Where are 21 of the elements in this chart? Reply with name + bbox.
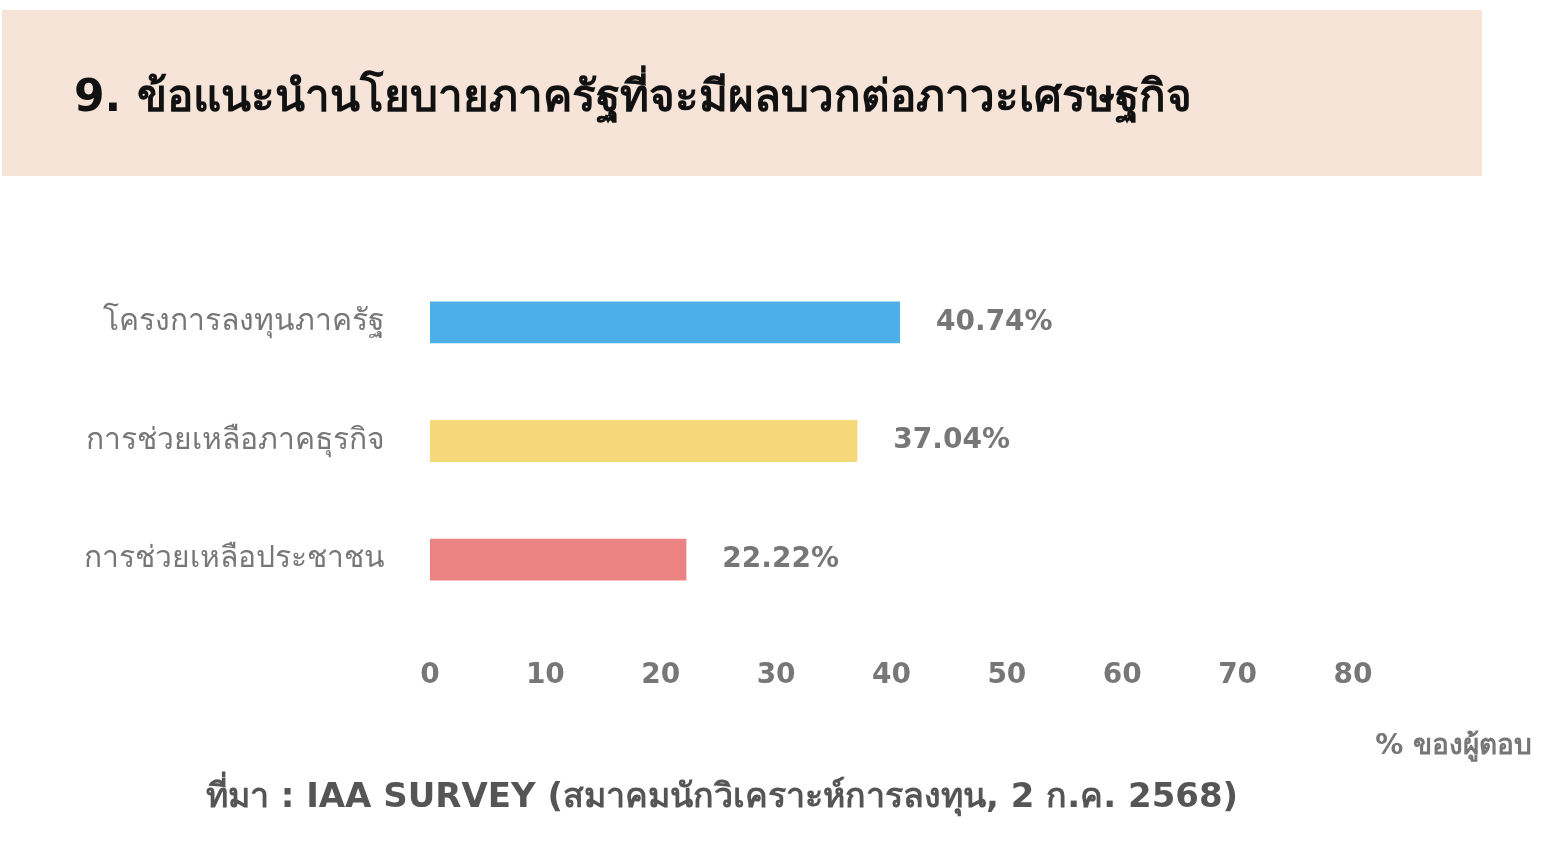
bar: [430, 420, 858, 462]
y-tick-label: การช่วยเหลือภาคธุรกิจ: [86, 420, 385, 458]
x-tick-label: 80: [1333, 657, 1373, 691]
x-tick-label: 50: [987, 657, 1027, 691]
y-tick-label: โครงการลงทุนภาครัฐ: [103, 302, 385, 340]
x-tick-label: 0: [420, 657, 440, 691]
data-label: 22.22%: [722, 540, 839, 574]
bar: [430, 301, 901, 344]
x-axis-title: % ของผู้ตอบ: [1375, 727, 1532, 764]
bar: [430, 538, 687, 581]
x-tick-label: 40: [872, 657, 911, 691]
x-tick-label: 70: [1218, 657, 1258, 691]
text: ที่มา : IAA SURVEY (สมาคมนักวิเคราะห์การลงทุน, 2 ก.ค. 2568): [204, 770, 1240, 819]
y-tick-label: การช่วยเหลือประชาชน: [84, 539, 385, 575]
x-tick-label: 60: [1102, 657, 1142, 691]
x-tick-label: 30: [756, 657, 796, 691]
data-label: 37.04%: [893, 422, 1010, 456]
x-tick-label: 20: [641, 657, 681, 691]
x-tick-label: 10: [525, 657, 565, 691]
data-label: 40.74%: [936, 303, 1053, 337]
chart-title: 9. ข้อแนะนำนโยบายภาครัฐที่จะมีผลบวกต่อภาวะเศรษฐกิจ: [74, 64, 1192, 125]
